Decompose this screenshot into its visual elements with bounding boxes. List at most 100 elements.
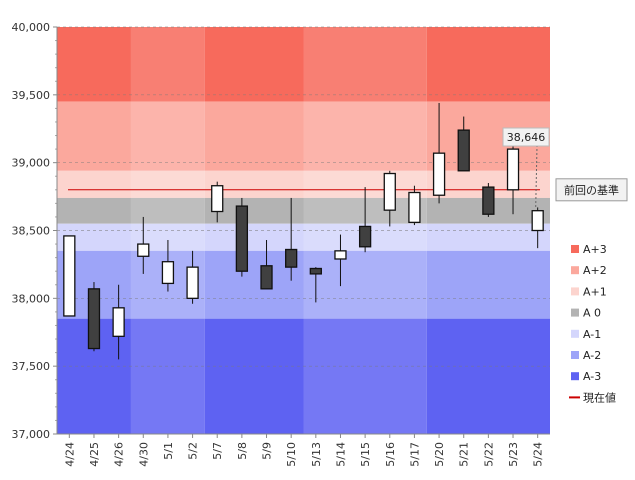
legend-swatch <box>571 245 579 253</box>
legend-label: A+2 <box>583 264 607 277</box>
x-tick-label: 5/15 <box>359 442 372 467</box>
candle-body <box>408 191 421 224</box>
band-layer <box>57 27 550 434</box>
candle-body <box>186 266 199 299</box>
legend-item-3: A 0 <box>571 307 601 320</box>
candle-11 <box>334 234 347 287</box>
band-5-segment-3 <box>303 250 427 319</box>
band-1-segment-2 <box>204 101 304 171</box>
candle-body <box>260 265 273 290</box>
candle-8 <box>260 239 273 290</box>
reference-label-box <box>555 178 628 202</box>
candle-12 <box>358 187 372 253</box>
y-tick-label: 39,500 <box>12 89 51 102</box>
band-1-segment-1 <box>130 101 205 171</box>
last-value-leader <box>535 144 538 209</box>
legend-label: 現在値 <box>583 391 616 404</box>
y-tick-label: 40,000 <box>12 21 51 34</box>
candle-body <box>63 235 76 317</box>
candle-body <box>285 248 298 268</box>
x-tick-label: 4/30 <box>137 442 150 467</box>
y-tick-label: 38,500 <box>12 225 51 238</box>
candle-body <box>161 261 175 285</box>
y-tick-label: 37,000 <box>12 428 51 441</box>
legend-item-1: A+2 <box>571 264 607 277</box>
x-tick-label: 5/2 <box>187 442 200 460</box>
candle-13 <box>383 170 396 227</box>
callout-layer: 38,646 前回の基準 <box>502 127 628 209</box>
band-0-segment-1 <box>130 27 205 102</box>
candle-9 <box>285 197 298 281</box>
legend-item-4: A-1 <box>571 328 601 341</box>
candle-5 <box>186 250 199 304</box>
candle-10 <box>309 267 322 303</box>
band-4-segment-4 <box>426 223 550 251</box>
x-tick-label: 5/7 <box>211 442 224 460</box>
band-2-segment-1 <box>130 170 205 198</box>
x-tick-label: 5/8 <box>236 442 249 460</box>
candle-body <box>358 225 372 248</box>
x-tick-label: 5/14 <box>334 442 347 467</box>
x-tick-label: 5/16 <box>384 442 397 467</box>
legend-swatch <box>571 287 579 296</box>
legend-swatch <box>571 351 579 359</box>
legend-item-5: A-2 <box>571 349 601 362</box>
band-1-segment-3 <box>303 101 427 171</box>
candle-2 <box>112 284 125 360</box>
legend-item-0: A+3 <box>571 243 607 256</box>
legend-label: A 0 <box>583 307 601 320</box>
candle-4 <box>161 239 175 292</box>
band-6-segment-4 <box>426 318 550 434</box>
x-tick-label: 4/24 <box>63 442 76 467</box>
candle-18 <box>506 146 520 215</box>
y-tick-label: 38,000 <box>12 292 51 305</box>
legend-label: A-1 <box>583 328 601 341</box>
candle-19 <box>531 207 544 249</box>
band-6-segment-1 <box>130 318 205 434</box>
band-5-segment-4 <box>426 250 550 319</box>
legend-item-6: A-3 <box>571 370 601 383</box>
band-6-segment-3 <box>303 318 427 434</box>
band-3-segment-0 <box>57 197 131 224</box>
candle-body <box>87 288 101 350</box>
legend-label: A+1 <box>583 285 607 298</box>
x-tick-label: 5/9 <box>261 442 274 460</box>
legend-swatch <box>571 266 579 275</box>
y-tick-label: 39,000 <box>12 157 51 170</box>
x-tick-label: 5/23 <box>507 442 520 467</box>
legend-label: A+3 <box>583 243 607 256</box>
candle-3 <box>137 216 150 274</box>
legend-item-current-value: 現在値 <box>569 391 616 404</box>
x-tick-label: 5/22 <box>482 442 495 467</box>
x-axis: 4/24 4/25 4/26 4/30 5/1 5/2 5/7 5/8 5/9 5/10 5/13 5… <box>57 433 550 467</box>
legend-swatch <box>571 308 579 317</box>
band-4-segment-2 <box>204 223 304 251</box>
candle-body <box>432 152 446 196</box>
candle-layer <box>63 102 544 360</box>
candle-body <box>137 243 150 257</box>
legend: A+3 A+2 A+1 A 0 A-1 A-2 A-3 現在値 <box>569 243 616 404</box>
y-axis: 37,000 37,500 38,000 38,500 39,000 39,500 40,0… <box>12 21 58 441</box>
candle-body <box>235 205 249 272</box>
band-2-segment-0 <box>57 170 131 198</box>
candle-body <box>506 148 520 191</box>
candle-body <box>112 307 125 337</box>
legend-swatch <box>571 372 579 381</box>
candle-body <box>457 129 470 172</box>
candle-body <box>383 172 396 211</box>
x-tick-label: 5/20 <box>433 442 446 467</box>
band-0-segment-2 <box>204 27 304 102</box>
reference-label: 前回の基準 <box>564 183 619 197</box>
band-6-segment-2 <box>204 318 304 434</box>
last-value-box <box>502 127 550 147</box>
x-tick-label: 5/10 <box>285 442 298 467</box>
candle-6 <box>211 181 224 223</box>
legend-label: A-2 <box>583 349 601 362</box>
x-tick-label: 5/21 <box>458 442 471 467</box>
candle-7 <box>235 197 249 277</box>
candle-0 <box>63 235 76 317</box>
candle-16 <box>457 116 470 172</box>
legend-label: A-3 <box>583 370 601 383</box>
band-3-segment-1 <box>130 197 205 224</box>
